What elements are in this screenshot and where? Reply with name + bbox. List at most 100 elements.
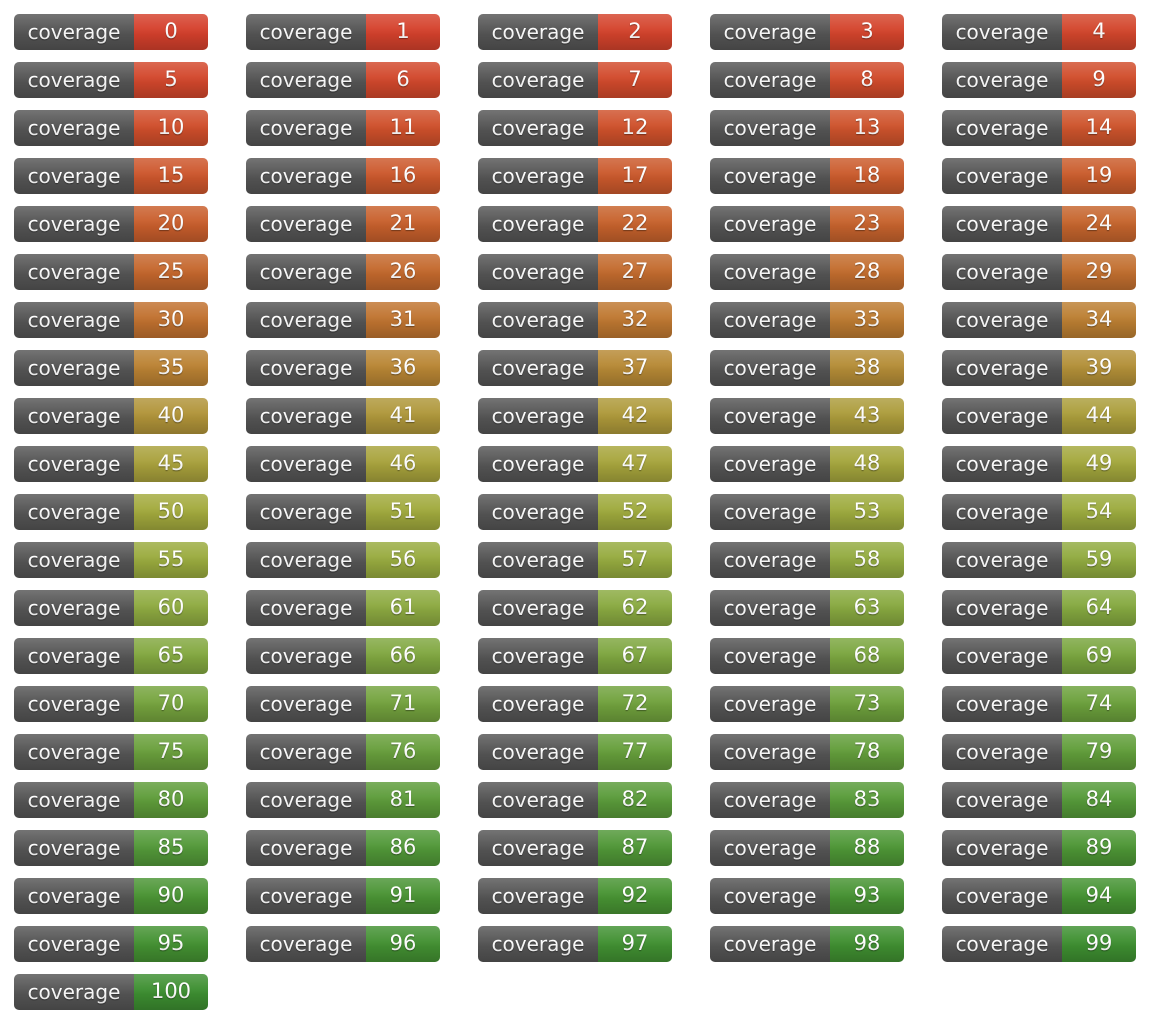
- badge-label: coverage: [246, 302, 366, 338]
- badge-label: coverage: [710, 638, 830, 674]
- badge-value: 55: [134, 542, 208, 578]
- badge-value: 30: [134, 302, 208, 338]
- coverage-badge: coverage 94: [942, 878, 1136, 914]
- coverage-badge: coverage 92: [478, 878, 672, 914]
- coverage-badge: coverage 50: [14, 494, 208, 530]
- badge-label: coverage: [14, 14, 134, 50]
- badge-value: 19: [1062, 158, 1136, 194]
- badge-label: coverage: [246, 14, 366, 50]
- badge-value: 21: [366, 206, 440, 242]
- badge-label: coverage: [14, 878, 134, 914]
- badge-label: coverage: [246, 158, 366, 194]
- badge-value: 84: [1062, 782, 1136, 818]
- coverage-badge: coverage 73: [710, 686, 904, 722]
- badge-label: coverage: [710, 350, 830, 386]
- coverage-badge: coverage 89: [942, 830, 1136, 866]
- coverage-badge: coverage 46: [246, 446, 440, 482]
- badge-label: coverage: [942, 686, 1062, 722]
- badge-value: 58: [830, 542, 904, 578]
- coverage-badge: coverage 44: [942, 398, 1136, 434]
- badge-label: coverage: [710, 158, 830, 194]
- badge-value: 6: [366, 62, 440, 98]
- badge-label: coverage: [14, 62, 134, 98]
- coverage-badge: coverage 56: [246, 542, 440, 578]
- badge-value: 22: [598, 206, 672, 242]
- badge-value: 97: [598, 926, 672, 962]
- badge-label: coverage: [478, 110, 598, 146]
- badge-value: 92: [598, 878, 672, 914]
- badge-value: 38: [830, 350, 904, 386]
- coverage-badge: coverage 1: [246, 14, 440, 50]
- coverage-badge: coverage 41: [246, 398, 440, 434]
- badge-label: coverage: [14, 590, 134, 626]
- coverage-badge: coverage 13: [710, 110, 904, 146]
- badge-label: coverage: [710, 926, 830, 962]
- badge-value: 86: [366, 830, 440, 866]
- badge-label: coverage: [942, 110, 1062, 146]
- badge-value: 66: [366, 638, 440, 674]
- badge-value: 24: [1062, 206, 1136, 242]
- coverage-badge: coverage 29: [942, 254, 1136, 290]
- badge-value: 15: [134, 158, 208, 194]
- badge-value: 27: [598, 254, 672, 290]
- badge-value: 63: [830, 590, 904, 626]
- coverage-badge: coverage 95: [14, 926, 208, 962]
- badge-value: 12: [598, 110, 672, 146]
- badge-label: coverage: [942, 782, 1062, 818]
- coverage-badge: coverage 34: [942, 302, 1136, 338]
- coverage-badge: coverage 96: [246, 926, 440, 962]
- badge-grid: coverage 0 coverage 1 coverage 2 coverage 3 cove…: [14, 14, 1160, 1010]
- badge-value: 62: [598, 590, 672, 626]
- badge-value: 31: [366, 302, 440, 338]
- badge-value: 48: [830, 446, 904, 482]
- badge-value: 10: [134, 110, 208, 146]
- badge-label: coverage: [246, 878, 366, 914]
- coverage-badge: coverage 70: [14, 686, 208, 722]
- badge-value: 50: [134, 494, 208, 530]
- badge-value: 17: [598, 158, 672, 194]
- badge-label: coverage: [14, 302, 134, 338]
- badge-label: coverage: [246, 782, 366, 818]
- badge-label: coverage: [710, 14, 830, 50]
- badge-label: coverage: [710, 398, 830, 434]
- coverage-badge: coverage 2: [478, 14, 672, 50]
- badge-value: 75: [134, 734, 208, 770]
- coverage-badge: coverage 19: [942, 158, 1136, 194]
- coverage-badge: coverage 55: [14, 542, 208, 578]
- badge-label: coverage: [14, 926, 134, 962]
- badge-label: coverage: [246, 542, 366, 578]
- coverage-badge: coverage 31: [246, 302, 440, 338]
- coverage-badge: coverage 24: [942, 206, 1136, 242]
- coverage-badge: coverage 3: [710, 14, 904, 50]
- badge-value: 8: [830, 62, 904, 98]
- badge-label: coverage: [478, 782, 598, 818]
- coverage-badge: coverage 54: [942, 494, 1136, 530]
- coverage-badge: coverage 8: [710, 62, 904, 98]
- coverage-badge: coverage 33: [710, 302, 904, 338]
- coverage-badge: coverage 9: [942, 62, 1136, 98]
- coverage-badge: coverage 53: [710, 494, 904, 530]
- badge-value: 37: [598, 350, 672, 386]
- badge-value: 23: [830, 206, 904, 242]
- coverage-badge: coverage 7: [478, 62, 672, 98]
- badge-label: coverage: [246, 446, 366, 482]
- badge-value: 40: [134, 398, 208, 434]
- badge-value: 80: [134, 782, 208, 818]
- badge-label: coverage: [14, 350, 134, 386]
- coverage-badge: coverage 0: [14, 14, 208, 50]
- badge-label: coverage: [478, 158, 598, 194]
- badge-value: 20: [134, 206, 208, 242]
- coverage-badge: coverage 40: [14, 398, 208, 434]
- coverage-badge: coverage 27: [478, 254, 672, 290]
- badge-label: coverage: [942, 590, 1062, 626]
- badge-label: coverage: [14, 254, 134, 290]
- coverage-badge: coverage 83: [710, 782, 904, 818]
- badge-value: 87: [598, 830, 672, 866]
- badge-label: coverage: [246, 110, 366, 146]
- coverage-badge: coverage 37: [478, 350, 672, 386]
- badge-value: 91: [366, 878, 440, 914]
- badge-value: 35: [134, 350, 208, 386]
- badge-value: 96: [366, 926, 440, 962]
- badge-value: 25: [134, 254, 208, 290]
- coverage-badge: coverage 86: [246, 830, 440, 866]
